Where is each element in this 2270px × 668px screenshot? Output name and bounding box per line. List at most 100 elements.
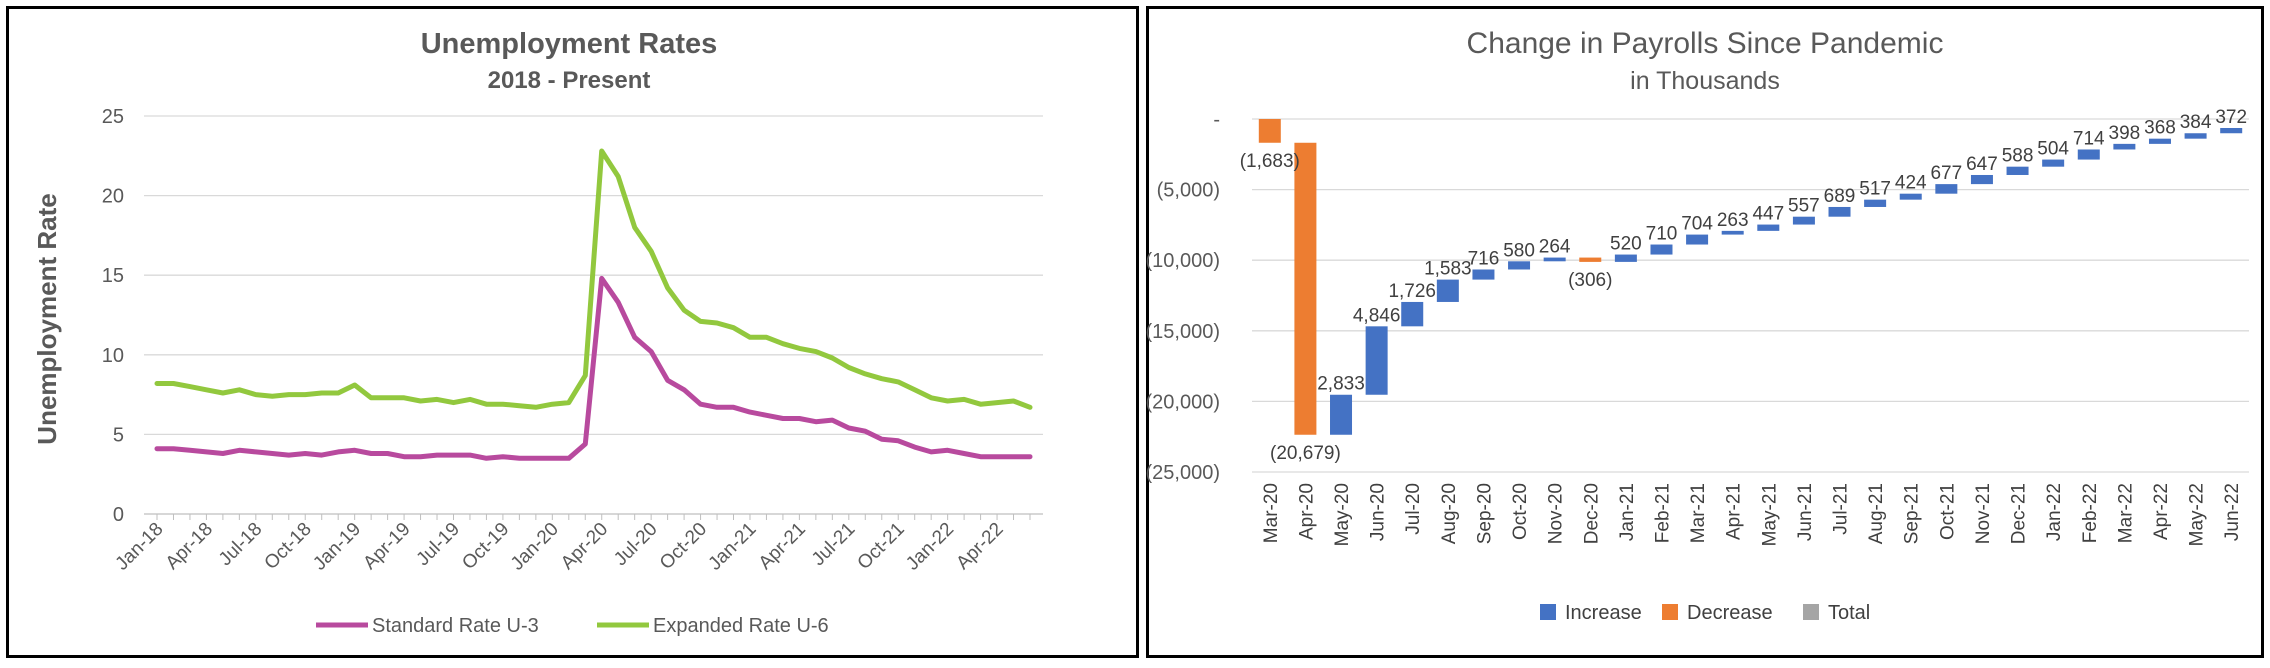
x-tick-label: Apr-22 [952, 519, 1007, 574]
y-tick-label: (10,000) [1146, 250, 1221, 272]
x-tick-label: Sep-21 [1902, 483, 1923, 544]
chart-subtitle: in Thousands [1630, 67, 1780, 95]
y-tick-label: 15 [102, 265, 124, 287]
bar-increase [1970, 174, 1993, 185]
data-label: 520 [1610, 234, 1642, 255]
x-tick-label: Feb-22 [2080, 483, 2101, 543]
x-tick-label: Jul-21 [808, 519, 859, 570]
bar-increase [1899, 193, 1922, 200]
bar-decrease [1258, 119, 1281, 143]
x-tick-label: Jan-22 [2044, 483, 2065, 541]
data-label: (20,679) [1270, 443, 1341, 464]
x-tick-label: Apr-19 [359, 519, 414, 574]
x-tick-label: Apr-20 [1296, 483, 1317, 540]
data-label: 372 [2215, 107, 2247, 128]
x-tick-label: Jan-18 [112, 519, 168, 575]
data-label: 714 [2073, 128, 2105, 149]
x-tick-label: Feb-21 [1652, 483, 1673, 543]
payrolls-waterfall-chart: Change in Payrolls Since Pandemic in Tho… [1146, 27, 2249, 624]
x-tick-label: Aug-20 [1439, 483, 1460, 544]
bar-increase [1614, 254, 1637, 262]
x-tick-label: May-20 [1332, 483, 1353, 546]
x-tick-label: Jul-20 [1403, 483, 1424, 535]
legend-label: Decrease [1687, 602, 1773, 624]
chart-title: Unemployment Rates [421, 28, 718, 60]
y-tick-label: (15,000) [1146, 321, 1221, 343]
data-label: 588 [2002, 146, 2034, 167]
chart-title: Change in Payrolls Since Pandemic [1467, 27, 1944, 60]
data-label: 689 [1824, 186, 1856, 207]
x-tick-label: Jun-21 [1795, 483, 1816, 541]
data-label: 424 [1895, 173, 1927, 194]
legend-label: Increase [1565, 602, 1642, 624]
bar-increase [2042, 159, 2065, 167]
x-tick-label: Mar-21 [1688, 483, 1709, 543]
data-label: 264 [1539, 237, 1571, 258]
bar-decrease [1579, 257, 1602, 262]
x-tick-label: Jan-22 [902, 519, 958, 575]
x-tick-label: May-22 [2187, 483, 2208, 546]
y-tick-label: (20,000) [1146, 391, 1221, 413]
x-tick-label: Apr-22 [2151, 483, 2172, 540]
data-label: 2,833 [1317, 374, 1365, 395]
series-line-u6 [154, 148, 1033, 410]
y-tick-label: 25 [102, 106, 124, 128]
bar-increase [2113, 143, 2136, 150]
bar-increase [2006, 166, 2029, 175]
data-label: (1,683) [1240, 151, 1300, 172]
y-tick-label: 0 [113, 504, 124, 526]
legend-label: Expanded Rate U-6 [653, 615, 829, 637]
bar-increase [1686, 234, 1709, 245]
bar-increase [1757, 224, 1780, 231]
data-label: 710 [1646, 224, 1678, 245]
x-tick-label: Apr-20 [557, 519, 612, 574]
x-tick-label: Jan-20 [507, 519, 563, 575]
series-line-u3 [154, 275, 1033, 461]
y-tick-label: (5,000) [1157, 180, 1220, 202]
legend-label: Standard Rate U-3 [372, 615, 539, 637]
bar-increase [1721, 230, 1744, 235]
x-tick-label: Jul-19 [413, 519, 464, 570]
x-tick-label: Jul-20 [610, 519, 661, 570]
data-label: 557 [1788, 196, 1820, 217]
legend-swatch [1803, 604, 1819, 620]
bar-increase [2220, 127, 2243, 134]
bar-decrease [1294, 142, 1317, 435]
unemployment-line-chart: Unemployment Rates 2018 - Present Unempl… [32, 28, 1043, 637]
x-tick-label: May-21 [1759, 483, 1780, 546]
legend-swatch [1540, 604, 1556, 620]
bar-increase [1508, 261, 1531, 270]
data-label: (306) [1568, 270, 1612, 291]
bar-increase [2148, 138, 2171, 144]
y-axis-label: Unemployment Rate [32, 193, 62, 444]
data-label: 716 [1468, 248, 1500, 269]
x-tick-label: Mar-20 [1261, 483, 1282, 543]
data-label: 447 [1752, 204, 1784, 225]
bar-increase [1365, 326, 1388, 395]
bar-increase [2184, 133, 2207, 139]
bar-increase [2077, 149, 2100, 160]
x-tick-label: Jan-21 [705, 519, 761, 575]
bar-increase [1650, 244, 1673, 255]
x-tick-label: Sep-20 [1474, 483, 1495, 544]
bar-increase [1935, 184, 1958, 194]
x-tick-label: Oct-18 [261, 519, 316, 574]
x-tick-label: Nov-20 [1546, 483, 1567, 544]
bar-increase [1792, 216, 1815, 225]
y-tick-label: 10 [102, 345, 124, 367]
data-label: 704 [1681, 214, 1713, 235]
x-tick-label: Jan-21 [1617, 483, 1638, 541]
data-label: 580 [1503, 240, 1535, 261]
data-label: 4,846 [1353, 305, 1401, 326]
y-tick-label: 20 [102, 186, 124, 208]
y-tick-label: 5 [113, 424, 124, 446]
x-tick-label: Jan-19 [309, 519, 365, 575]
payrolls-panel: Change in Payrolls Since Pandemic in Tho… [1146, 6, 2264, 658]
bar-increase [1401, 301, 1424, 327]
data-label: 517 [1859, 179, 1891, 200]
x-tick-label: Oct-21 [854, 519, 909, 574]
data-label: 1,583 [1424, 259, 1472, 280]
x-tick-label: Apr-21 [1724, 483, 1745, 540]
bar-increase [1864, 199, 1887, 207]
data-label: 368 [2144, 118, 2176, 139]
